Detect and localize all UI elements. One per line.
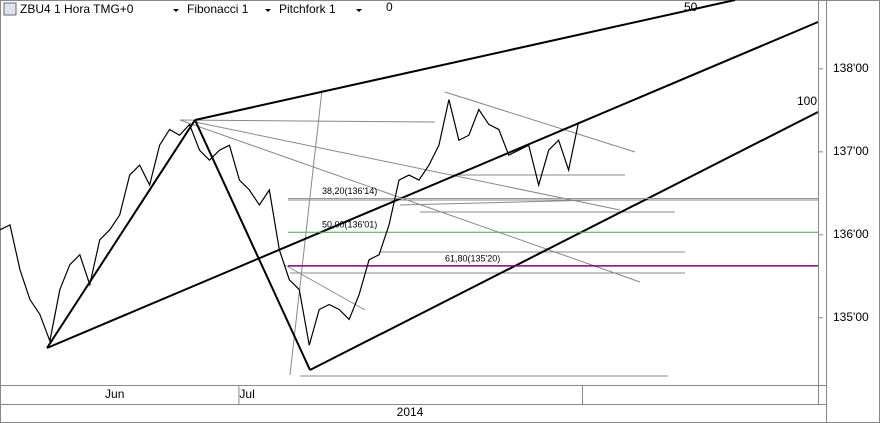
pitchfork-level: 100: [797, 94, 817, 108]
y-tick-label: 138'00: [833, 61, 869, 75]
fib-label: 50,00(136'01): [322, 220, 377, 230]
pitchfork-level: 0: [386, 0, 393, 14]
symbol-icon[interactable]: [3, 2, 17, 16]
x-tick-label: Jun: [105, 387, 124, 401]
tool[interactable]: Pitchfork 1: [279, 2, 336, 16]
fib-label: 38,20(136'14): [322, 186, 377, 196]
price-line: [0, 99, 580, 346]
y-tick-label: 135'00: [833, 310, 869, 324]
drawings: [46, 0, 819, 377]
tool[interactable]: Fibonacci 1: [187, 2, 249, 16]
period-label: 2014: [397, 405, 424, 419]
symbol[interactable]: ZBU4 1 Hora TMG+0: [20, 2, 134, 16]
y-tick-label: 136'00: [833, 227, 869, 241]
x-tick-label: Jul: [239, 387, 254, 401]
y-tick-label: 137'00: [833, 144, 869, 158]
plot: [0, 99, 818, 346]
pitchfork-level: 50: [684, 0, 698, 14]
dropdown-arrows: [173, 9, 362, 12]
fib-label: 61,80(135'20): [445, 253, 500, 263]
